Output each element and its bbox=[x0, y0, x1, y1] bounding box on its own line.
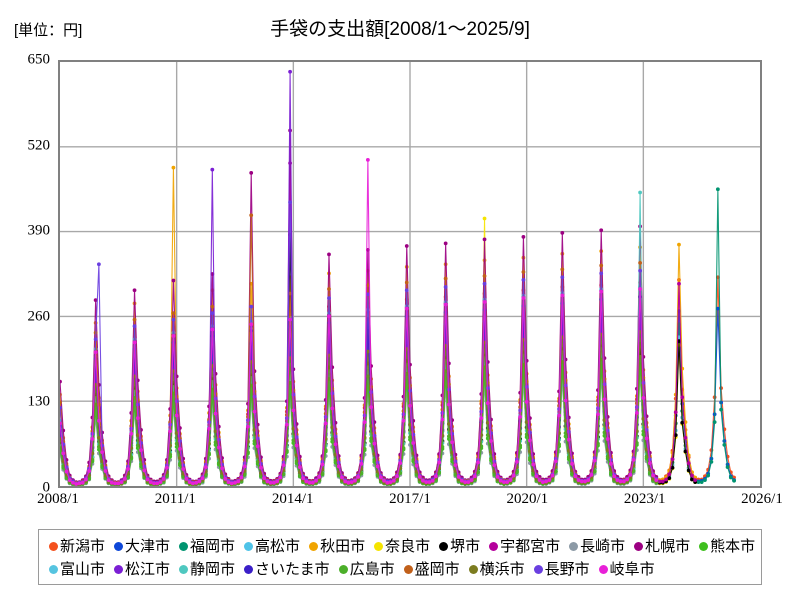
plot-frame bbox=[58, 60, 762, 488]
legend-label: 静岡市 bbox=[190, 561, 236, 578]
legend-item-長崎市[interactable]: 長崎市 bbox=[569, 539, 625, 554]
legend-marker-icon bbox=[114, 565, 124, 574]
legend-item-静岡市[interactable]: 静岡市 bbox=[179, 562, 235, 577]
legend-item-大津市[interactable]: 大津市 bbox=[114, 539, 170, 554]
legend-label: 岐阜市 bbox=[609, 561, 655, 578]
chart-title: 手袋の支出額[2008/1～2025/9] bbox=[270, 19, 530, 40]
legend-marker-icon bbox=[179, 542, 189, 551]
x-tick-label: 2020/1 bbox=[506, 491, 549, 507]
legend-item-富山市[interactable]: 富山市 bbox=[49, 562, 105, 577]
legend-label: 札幌市 bbox=[645, 538, 691, 555]
y-tick-label: 520 bbox=[27, 137, 51, 154]
x-tick-label: 2023/1 bbox=[623, 491, 666, 507]
legend-label: 盛岡市 bbox=[414, 561, 460, 578]
legend-item-高松市[interactable]: 高松市 bbox=[244, 539, 300, 554]
series-canvas bbox=[60, 62, 760, 486]
plot-area bbox=[58, 60, 762, 488]
legend-marker-icon bbox=[338, 565, 348, 574]
legend-item-松江市[interactable]: 松江市 bbox=[114, 562, 170, 577]
legend-marker-icon bbox=[468, 565, 478, 574]
legend-marker-icon bbox=[569, 542, 579, 551]
legend-marker-icon bbox=[403, 565, 413, 574]
legend-label: 新潟市 bbox=[60, 538, 106, 555]
legend-item-奈良市[interactable]: 奈良市 bbox=[374, 539, 430, 554]
legend-label: 宇都宮市 bbox=[500, 538, 561, 555]
legend: 新潟市 大津市 福岡市 高松市 秋田市 奈良市 堺市 宇都宮市 長崎市 札幌市 熊本市 富山市 松江市… bbox=[38, 529, 762, 585]
x-tick-label: 2026/1 bbox=[741, 491, 783, 507]
legend-label: 奈良市 bbox=[385, 538, 431, 555]
legend-item-岐阜市[interactable]: 岐阜市 bbox=[598, 561, 655, 578]
y-tick-label: 130 bbox=[27, 393, 51, 410]
legend-marker-icon bbox=[374, 542, 384, 551]
legend-item-秋田市[interactable]: 秋田市 bbox=[309, 539, 365, 554]
legend-label: 松江市 bbox=[125, 561, 171, 578]
legend-marker-icon bbox=[244, 565, 254, 574]
legend-label: さいたま市 bbox=[255, 561, 330, 578]
legend-label: 熊本市 bbox=[710, 538, 756, 555]
legend-item-広島市[interactable]: 広島市 bbox=[338, 561, 395, 578]
legend-label: 大津市 bbox=[125, 538, 171, 555]
legend-label: 長野市 bbox=[544, 561, 590, 578]
legend-row-1: 新潟市 大津市 福岡市 高松市 秋田市 奈良市 堺市 宇都宮市 長崎市 札幌市 熊本市 bbox=[45, 535, 755, 558]
legend-marker-icon bbox=[179, 565, 189, 574]
legend-label: 福岡市 bbox=[190, 538, 236, 555]
legend-label: 広島市 bbox=[349, 561, 395, 578]
legend-marker-icon bbox=[489, 542, 499, 551]
legend-item-札幌市[interactable]: 札幌市 bbox=[634, 539, 690, 554]
y-tick-label: 650 bbox=[27, 51, 51, 68]
y-tick-label: 390 bbox=[27, 222, 51, 239]
y-axis-tick-labels: 0 130 260 390 520 650 bbox=[0, 0, 51, 600]
legend-item-横浜市[interactable]: 横浜市 bbox=[468, 561, 525, 578]
legend-label: 横浜市 bbox=[479, 561, 525, 578]
legend-marker-icon bbox=[309, 542, 319, 551]
legend-marker-icon bbox=[533, 565, 543, 574]
legend-marker-icon bbox=[598, 565, 608, 574]
x-tick-label: 2014/1 bbox=[271, 491, 314, 507]
legend-marker-icon bbox=[114, 542, 124, 551]
legend-marker-icon bbox=[439, 542, 449, 551]
x-tick-label: 2008/1 bbox=[37, 491, 79, 507]
legend-label: 秋田市 bbox=[320, 538, 366, 555]
legend-item-福岡市[interactable]: 福岡市 bbox=[179, 539, 235, 554]
legend-item-熊本市[interactable]: 熊本市 bbox=[699, 539, 755, 554]
legend-marker-icon bbox=[49, 542, 58, 551]
unit-label: [単位：円] bbox=[14, 22, 83, 39]
legend-item-堺市[interactable]: 堺市 bbox=[439, 539, 480, 554]
legend-item-新潟市[interactable]: 新潟市 bbox=[49, 539, 105, 554]
series-岐阜市 bbox=[60, 157, 659, 486]
legend-label: 高松市 bbox=[255, 538, 301, 555]
legend-item-さいたま市[interactable]: さいたま市 bbox=[244, 562, 330, 577]
legend-item-長野市[interactable]: 長野市 bbox=[533, 561, 590, 578]
legend-label: 長崎市 bbox=[580, 538, 626, 555]
legend-marker-icon bbox=[244, 542, 254, 551]
legend-label: 富山市 bbox=[60, 561, 106, 578]
x-tick-label: 2011/1 bbox=[154, 491, 196, 507]
legend-label: 堺市 bbox=[450, 538, 481, 555]
x-tick-label: 2017/1 bbox=[389, 491, 431, 507]
y-tick-label: 0 bbox=[42, 479, 51, 496]
y-tick-label: 260 bbox=[27, 308, 51, 325]
legend-row-2: 富山市 松江市 静岡市 さいたま市 広島市 盛岡市 横浜市 長野市 岐阜市 bbox=[45, 558, 755, 581]
legend-marker-icon bbox=[49, 565, 58, 574]
legend-item-宇都宮市[interactable]: 宇都宮市 bbox=[489, 539, 560, 554]
legend-item-盛岡市[interactable]: 盛岡市 bbox=[403, 561, 460, 578]
legend-marker-icon bbox=[699, 542, 709, 551]
legend-marker-icon bbox=[634, 542, 644, 551]
